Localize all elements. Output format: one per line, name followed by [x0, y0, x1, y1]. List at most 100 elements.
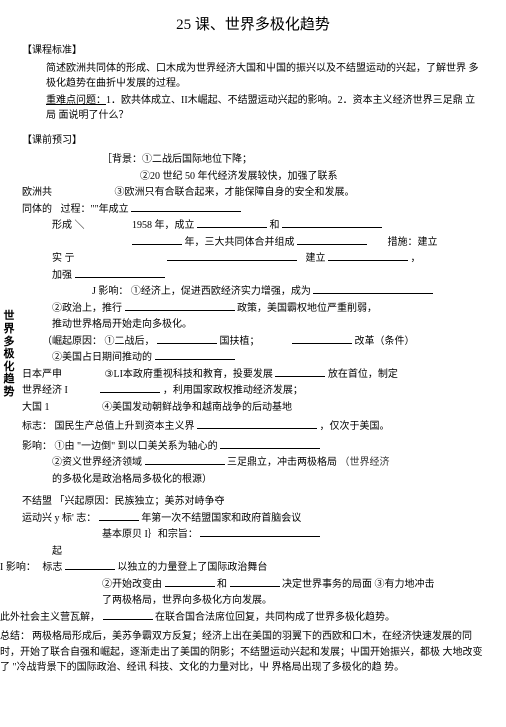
blank — [125, 301, 235, 311]
yx2a: ②资义世界经济领域 — [52, 457, 142, 468]
proc-line-1: 同体的 过程：""年成立 — [22, 202, 484, 218]
extra-line: 此外社会主义营瓦解， 在联合国合法席位回复，共同构成了世界多极化趋势。 — [0, 610, 484, 626]
blank — [167, 251, 297, 261]
blank — [145, 455, 225, 465]
iyx-line-2: ②开始改变由 和 决定世界事务的局面 ③有力地冲击 — [102, 577, 484, 593]
jyx-line-2: ②政治上，推行 政策，美国霸权地位严重削弱， — [52, 301, 484, 317]
bjm-label: 不结盟 — [22, 496, 52, 507]
key-label: 重难点问题： — [46, 95, 106, 106]
section-standard: 【课程标准】 — [22, 43, 484, 59]
blank — [75, 268, 165, 278]
doc-title: 25 课、世界多极化趋势 — [22, 14, 484, 37]
iyx0: 标志 — [42, 562, 62, 573]
iyx2c: 决定世界事务的局面 ③有力地冲击 — [282, 579, 435, 590]
blank — [197, 218, 267, 228]
ydx1: 年第一次不结盟国家和政府首脑会议 — [141, 513, 301, 524]
iyx2a: ②开始改变由 — [102, 579, 162, 590]
key-text: 1．欧共体成立、II木崛起、不结盟运动兴起的影响。2．资本主义经济世界三足鼎 立… — [46, 95, 475, 122]
rise3b: 放在首位，制定 — [328, 369, 398, 380]
jq-line: 加强 — [52, 268, 484, 284]
qi-line: 起 — [52, 544, 484, 560]
bg-line-2: ②20 世纪 50 年代经济发展较快，加强了联系 — [140, 169, 484, 185]
yx-line-2: ②资义世界经济领域 三足鼎立，冲击两极格局 （世界经济 — [52, 455, 484, 471]
blank — [100, 383, 160, 393]
blank — [282, 218, 382, 228]
bz1: 国民生产总值上升到资本主义界 — [55, 421, 195, 432]
rise-line-4: 世界经济 I ，利用国家政权推动经济发展； — [22, 383, 484, 399]
dg-label: 大国 1 — [22, 402, 50, 413]
rise-line-1: （崛起原因： ①二战后， 国扶植； 改革（条件） — [42, 334, 484, 350]
blank — [297, 235, 367, 245]
bg3: ③欧洲只有合联合起来，才能保障自身的安全和发展。 — [115, 187, 355, 198]
yx-line-1: 影响： ①由 "一边倒" 到以口美关系为轴心的 — [22, 439, 484, 455]
vertical-label: 世界多极化趋势 — [2, 310, 16, 398]
yx2b: 三足鼎立，冲击两极格局 — [227, 457, 337, 468]
iyx-line-3: 了两极格局，世界向多极化方向发展。 — [102, 593, 484, 609]
ou-label2: 同体的 — [22, 204, 52, 215]
rise1a: ①二战后， — [105, 336, 155, 347]
proc-label: 过程： — [61, 204, 91, 215]
yx-label: 影响： — [22, 441, 52, 452]
bjm1: 「兴起原因：民族独立；美苏对峙争夺 — [55, 496, 225, 507]
blank — [132, 235, 182, 245]
shi-label: 实 亍 — [52, 253, 75, 264]
rise1c: 改革（条件） — [355, 336, 415, 347]
bjm-line-1: 不结盟 「兴起原因：民族独立；美苏对峙争夺 — [22, 494, 484, 510]
proc2c: 和 — [270, 220, 280, 231]
ydx2: 基本原贝 I｝和宗旨： — [102, 529, 198, 540]
bz1b: ，仅次于美国。 — [320, 421, 390, 432]
cuoshi: 措施：建立 — [388, 237, 438, 248]
jyx2b: 政策，美国霸权地位严重削弱， — [237, 303, 377, 314]
summary-block: 总结：两极格局形成后，美苏争霸双方反复；经济上出在美国的羽翼下的西欧和口木，在经… — [0, 629, 484, 676]
blank — [165, 577, 215, 587]
iyx1: 以独立的力量登上了国际政治舞台 — [117, 562, 267, 573]
rise5: ④美国发动朝鲜战争和越南战争的后动基地 — [102, 402, 292, 413]
outline-body: 世界多极化趋势 ［背景：①二战后国际地位下降； ②20 世纪 50 年代经济发展… — [22, 152, 484, 676]
bz-line: 标志： 国民生产总值上升到资本主义界 ，仅次于美国。 — [22, 419, 484, 435]
jyx2a: ②政治上，推行 — [52, 303, 122, 314]
blank — [155, 350, 235, 360]
blank — [103, 610, 153, 620]
yx1: ①由 "一边倒" 到以口美关系为轴心的 — [55, 441, 218, 452]
blank — [230, 577, 280, 587]
rise-label: （崛起原因： — [42, 336, 102, 347]
summary-label: 总结： — [0, 629, 32, 645]
blank — [99, 511, 139, 521]
iyx2b: 和 — [217, 579, 227, 590]
shi-line: 实 亍 建立 ， — [52, 251, 484, 267]
proc3a: 年，三大共同体合并组成 — [185, 237, 295, 248]
proc-line-3: 年，三大共同体合并组成 措施：建立 — [132, 235, 484, 251]
rise1b: 国扶植； — [220, 336, 260, 347]
bg-label: ［背景： — [102, 154, 142, 165]
bz-label: 标志： — [22, 421, 52, 432]
blank — [197, 419, 317, 429]
blank — [157, 334, 217, 344]
rise-line-3: 日本严申 ③LI本政府重视科技和教育，投要发展 放在首位，制定 — [22, 367, 484, 383]
blank — [220, 439, 320, 449]
bg1: ①二战后国际地位下降； — [142, 154, 252, 165]
yx2c: （世界经济 — [340, 457, 390, 468]
bg-line-3: 欧洲共 ③欧洲只有合联合起来，才能保障自身的安全和发展。 — [22, 185, 484, 201]
proc2a: 形成 ＼ — [52, 220, 85, 231]
ydx-line-2: 基本原贝 I｝和宗旨： — [102, 527, 484, 543]
jyx-label: J 影响： — [92, 286, 128, 297]
rise3: ③LI本政府重视科技和教育，投要发展 — [105, 369, 273, 380]
section-preview: 【课前预习】 — [22, 133, 484, 149]
jl: 建立 — [306, 253, 326, 264]
jyx-line-3: 推动世界格局开始走向多极化。 — [52, 317, 484, 333]
rise2: ②美国占日期间推动的 — [52, 352, 152, 363]
para-keypoints: 重难点问题：1．欧共体成立、II木崛起、不结盟运动兴起的影响。2．资本主义经济世… — [46, 93, 484, 124]
blank — [200, 527, 320, 537]
jq: 加强 — [52, 270, 72, 281]
proc2b: 1958 年，成立 — [132, 220, 195, 231]
blank — [328, 251, 408, 261]
ou-label: 欧洲共 — [22, 187, 52, 198]
bg-line-1: ［背景：①二战后国际地位下降； — [102, 152, 484, 168]
jp-label: 日本严申 — [22, 369, 62, 380]
blank — [292, 334, 352, 344]
yx-line-3: 的多极化是政治格局多极化的根源） — [52, 472, 484, 488]
blank — [275, 367, 325, 377]
jyx1: ①经济上，促进西欧经济实力增强，成为 — [131, 286, 311, 297]
jyx-line-1: J 影响： ①经济上，促进西欧经济实力增强，成为 — [92, 284, 484, 300]
rise-line-5: 大国 1 ④美国发动朝鲜战争和越南战争的后动基地 — [22, 400, 484, 416]
